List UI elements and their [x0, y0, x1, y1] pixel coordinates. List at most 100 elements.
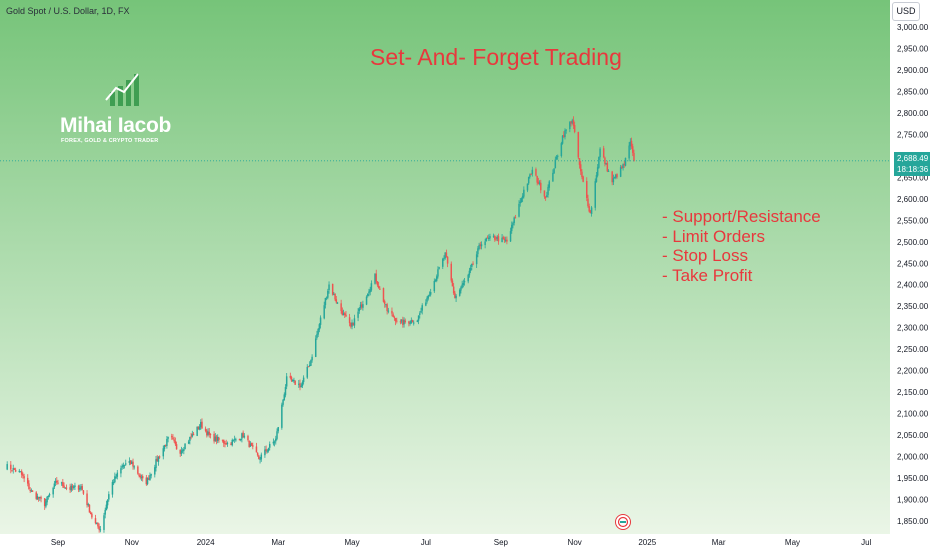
candle-body — [619, 167, 622, 177]
price-axis[interactable]: 3,000.00 2,950.00 2,900.00 2,850.00 2,800.00… — [890, 0, 932, 534]
logo-name: Mihai Iacob — [60, 114, 172, 137]
candle-body — [477, 248, 479, 255]
candle-body — [536, 175, 538, 183]
candle-body — [335, 299, 338, 303]
candle-body — [400, 320, 403, 322]
candle-body — [602, 148, 605, 158]
candle-body — [141, 476, 144, 479]
candle-body — [99, 529, 102, 531]
candle-body — [155, 459, 157, 469]
candle-body — [317, 328, 319, 335]
candle-body — [454, 292, 456, 299]
time-tick-label: 2025 — [638, 538, 656, 547]
price-tick-label: 2,350.00 — [897, 302, 929, 311]
candle-body — [108, 494, 110, 500]
price-tick-label: 2,150.00 — [897, 388, 929, 397]
candle-body — [306, 366, 309, 378]
candle-body — [196, 426, 198, 436]
candle-body — [310, 360, 312, 366]
candle-body — [39, 496, 41, 498]
candle-body — [302, 377, 305, 383]
candle-body — [190, 436, 192, 438]
candle-body — [162, 448, 165, 457]
candle-body — [392, 314, 394, 317]
candle-body — [374, 273, 376, 284]
candle-body — [399, 321, 402, 323]
candle-body — [588, 206, 590, 212]
candle-body — [241, 433, 243, 439]
candle-body — [46, 496, 48, 503]
candle-body — [433, 280, 436, 292]
candle-body — [290, 377, 293, 381]
bar-countdown: 18:18:36 — [897, 165, 929, 174]
price-tick-label: 2,000.00 — [897, 453, 929, 462]
candle-body — [192, 433, 195, 436]
time-tick-label: Sep — [494, 538, 509, 547]
candle-body — [402, 319, 404, 325]
candle-body — [546, 195, 548, 198]
time-tick-label: Mar — [712, 538, 726, 547]
candle-body — [149, 475, 151, 481]
candle-body — [605, 163, 607, 165]
candle-body — [527, 176, 530, 184]
candle-body — [204, 428, 207, 431]
price-tick-label: 2,250.00 — [897, 345, 929, 354]
candle-body — [434, 280, 437, 282]
candle-body — [258, 455, 260, 460]
candle-body — [375, 273, 377, 282]
candle-body — [350, 322, 352, 327]
price-tick-label: 2,300.00 — [897, 324, 929, 333]
candle-body — [94, 518, 97, 524]
candle-body — [547, 186, 549, 195]
candle-body — [48, 494, 51, 496]
event-flag-icon[interactable] — [615, 514, 631, 530]
candle-body — [215, 436, 218, 442]
candle-body — [594, 181, 596, 208]
candle-body — [519, 201, 521, 204]
candle-body — [53, 483, 56, 488]
last-price-badge[interactable]: 2,688.49 18:18:36 — [894, 152, 930, 176]
candle-body — [197, 426, 200, 430]
time-tick-label: Sep — [51, 538, 66, 547]
candle-body — [115, 477, 117, 479]
candle-body — [336, 302, 339, 304]
candle-body — [255, 446, 258, 453]
candle-body — [60, 482, 63, 484]
price-tick-label: 2,900.00 — [897, 66, 929, 75]
currency-button[interactable]: USD — [892, 2, 920, 21]
candle-body — [616, 174, 618, 178]
time-tick-label: 2024 — [197, 538, 215, 547]
candle-body — [455, 295, 457, 299]
candle-body — [416, 320, 419, 322]
candle-body — [269, 443, 271, 448]
candle-body — [125, 463, 127, 465]
candle-body — [504, 240, 507, 242]
candle-body — [359, 304, 362, 308]
candle-body — [587, 198, 589, 207]
candle-body — [622, 164, 624, 169]
candle-body — [403, 319, 405, 325]
candle-body — [417, 315, 420, 321]
candle-body — [451, 280, 454, 287]
candle-body — [276, 431, 278, 439]
candle-body — [579, 164, 582, 172]
candle-body — [64, 487, 67, 489]
candle-body — [132, 461, 134, 467]
candle-body — [333, 294, 335, 296]
symbol-title[interactable]: Gold Spot / U.S. Dollar, 1D, FX — [6, 6, 130, 16]
price-tick-label: 2,050.00 — [897, 431, 929, 440]
candle-body — [319, 317, 322, 325]
candle-body — [232, 439, 235, 441]
candle-body — [537, 181, 540, 184]
candle-body — [22, 474, 24, 476]
candle-body — [570, 121, 572, 124]
candle-body — [256, 452, 259, 456]
candle-body — [555, 156, 558, 159]
note-take-profit: - Take Profit — [662, 265, 753, 285]
price-tick-label: 2,500.00 — [897, 238, 929, 247]
time-axis[interactable]: Sep Nov 2024 Mar May Jul Sep Nov 2025 Mar May Jul — [0, 534, 932, 550]
candle-body — [285, 376, 288, 387]
candle-body — [11, 470, 13, 472]
candle-body — [19, 471, 22, 473]
